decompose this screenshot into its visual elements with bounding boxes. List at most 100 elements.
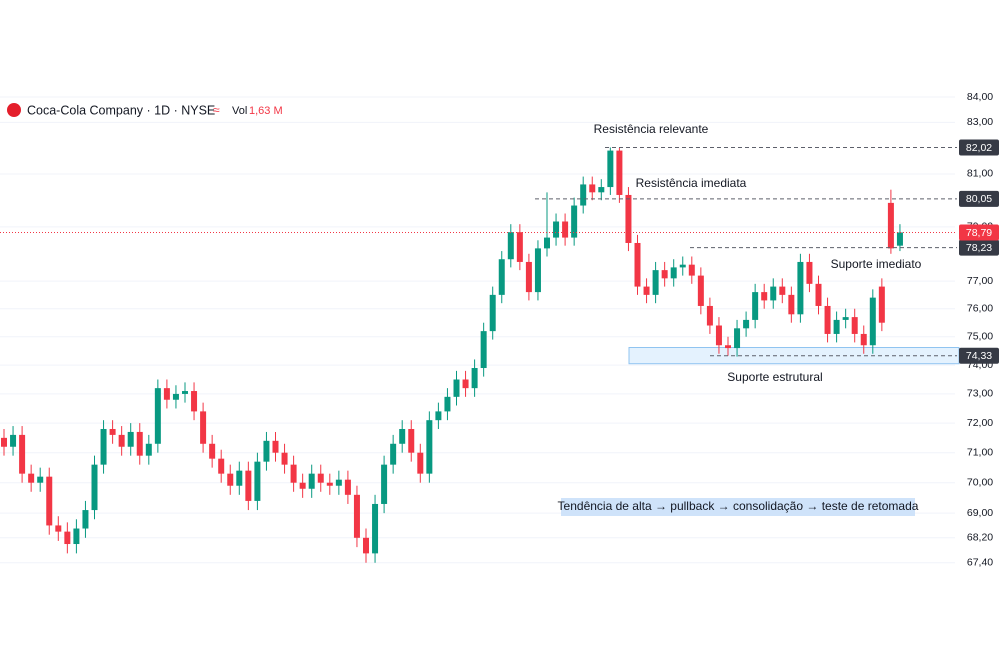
- candle-body: [489, 294, 496, 332]
- candle-body: [308, 473, 315, 489]
- candle-body: [381, 464, 388, 504]
- candle-body: [878, 286, 885, 323]
- candle-body: [290, 464, 297, 483]
- candle-body: [73, 528, 80, 545]
- logo: [7, 103, 21, 117]
- y-tick-label: 67,40: [967, 557, 993, 569]
- candle-body: [182, 391, 188, 394]
- candle-body: [498, 259, 505, 295]
- candle-body: [317, 473, 324, 483]
- candle-body: [860, 333, 867, 346]
- candle-body: [725, 345, 731, 349]
- candle-body: [145, 443, 152, 456]
- candle-body: [770, 286, 777, 301]
- candle-body: [697, 275, 704, 306]
- candle-body: [245, 470, 252, 501]
- candle-body: [453, 379, 460, 397]
- candle-body: [372, 503, 379, 554]
- candle-body: [344, 479, 351, 495]
- candle-body: [172, 393, 179, 400]
- candle-body: [534, 248, 541, 293]
- y-tick-label: 71,00: [967, 446, 993, 458]
- candle-body: [444, 396, 451, 412]
- candle-body: [281, 452, 288, 465]
- candle-body: [734, 328, 741, 349]
- y-tick-label: 77,00: [967, 275, 993, 287]
- candle-body: [254, 461, 261, 501]
- candle-body: [507, 232, 514, 260]
- candle-body: [272, 440, 279, 453]
- candle-body: [706, 305, 713, 326]
- candle-body: [851, 317, 858, 334]
- candle-body: [761, 292, 768, 301]
- annotation: Resistência imediata: [636, 176, 747, 190]
- candle-body: [715, 325, 722, 346]
- candle-body: [399, 428, 406, 444]
- candle-body: [28, 473, 35, 483]
- volume-value: 1,63 M: [249, 105, 283, 117]
- y-tick-label: 84,00: [967, 91, 993, 103]
- candle-body: [1, 437, 7, 447]
- candle-body: [91, 464, 98, 511]
- y-tick-label: 75,00: [967, 331, 993, 343]
- candle-body: [10, 434, 17, 447]
- candle-body: [55, 525, 62, 532]
- y-tick-label: 72,00: [967, 417, 993, 429]
- level-label: 74,33: [966, 350, 992, 362]
- candle-body: [743, 319, 750, 329]
- annotation: Tendência de alta → pullback → consolida…: [558, 499, 919, 513]
- candle-body: [752, 292, 759, 320]
- level-tag: [959, 347, 999, 364]
- candle-body: [299, 482, 306, 489]
- candle-body: [19, 434, 26, 474]
- candle-body: [544, 237, 550, 249]
- candle-body: [616, 150, 623, 195]
- candle-body: [688, 264, 695, 276]
- candle-body: [227, 473, 234, 486]
- y-tick-label: 76,00: [967, 303, 993, 315]
- candle-body: [326, 482, 333, 486]
- candle-body: [869, 297, 876, 346]
- y-tick-label: 81,00: [967, 168, 993, 180]
- level-tag: [959, 190, 999, 207]
- candle-body: [46, 476, 53, 526]
- level-tag: [959, 139, 999, 156]
- candle-body: [417, 452, 424, 474]
- annotation: Resistência relevante: [594, 122, 709, 136]
- candle-body: [127, 431, 134, 447]
- vol-icon: ≈: [213, 103, 220, 117]
- candle-body: [471, 368, 478, 389]
- candle-body: [64, 531, 71, 545]
- candle-body: [661, 270, 668, 279]
- y-tick-label: 68,20: [967, 532, 993, 544]
- candle-body: [200, 411, 207, 444]
- chart-title: Coca-Cola Company · 1D · NYSE: [27, 103, 215, 117]
- annotation: Suporte imediato: [831, 257, 922, 271]
- candle-body: [363, 537, 369, 554]
- candle-body: [562, 221, 569, 238]
- y-tick-label: 83,00: [967, 116, 993, 128]
- last-price-tag: [959, 224, 999, 241]
- annotation: Suporte estrutural: [727, 370, 822, 384]
- level-label: 78,23: [966, 242, 992, 254]
- candle-body: [779, 286, 786, 295]
- candle-body: [136, 431, 143, 456]
- candle-body: [209, 443, 216, 459]
- candle-body: [525, 261, 532, 293]
- candle-body: [100, 428, 107, 465]
- candle-body: [797, 261, 804, 315]
- candle-body: [580, 184, 587, 206]
- candle-body: [154, 388, 161, 444]
- candle-body: [82, 510, 89, 529]
- candle-body: [788, 294, 795, 315]
- level-label: 82,02: [966, 142, 992, 154]
- candle-body: [806, 261, 813, 284]
- candle-body: [335, 479, 342, 486]
- candle-body: [118, 434, 125, 447]
- candle-body: [236, 470, 243, 486]
- candle-body: [435, 411, 442, 421]
- y-tick-label: 70,00: [967, 476, 993, 488]
- level-tag: [959, 239, 999, 256]
- level-label: 80,05: [966, 193, 992, 205]
